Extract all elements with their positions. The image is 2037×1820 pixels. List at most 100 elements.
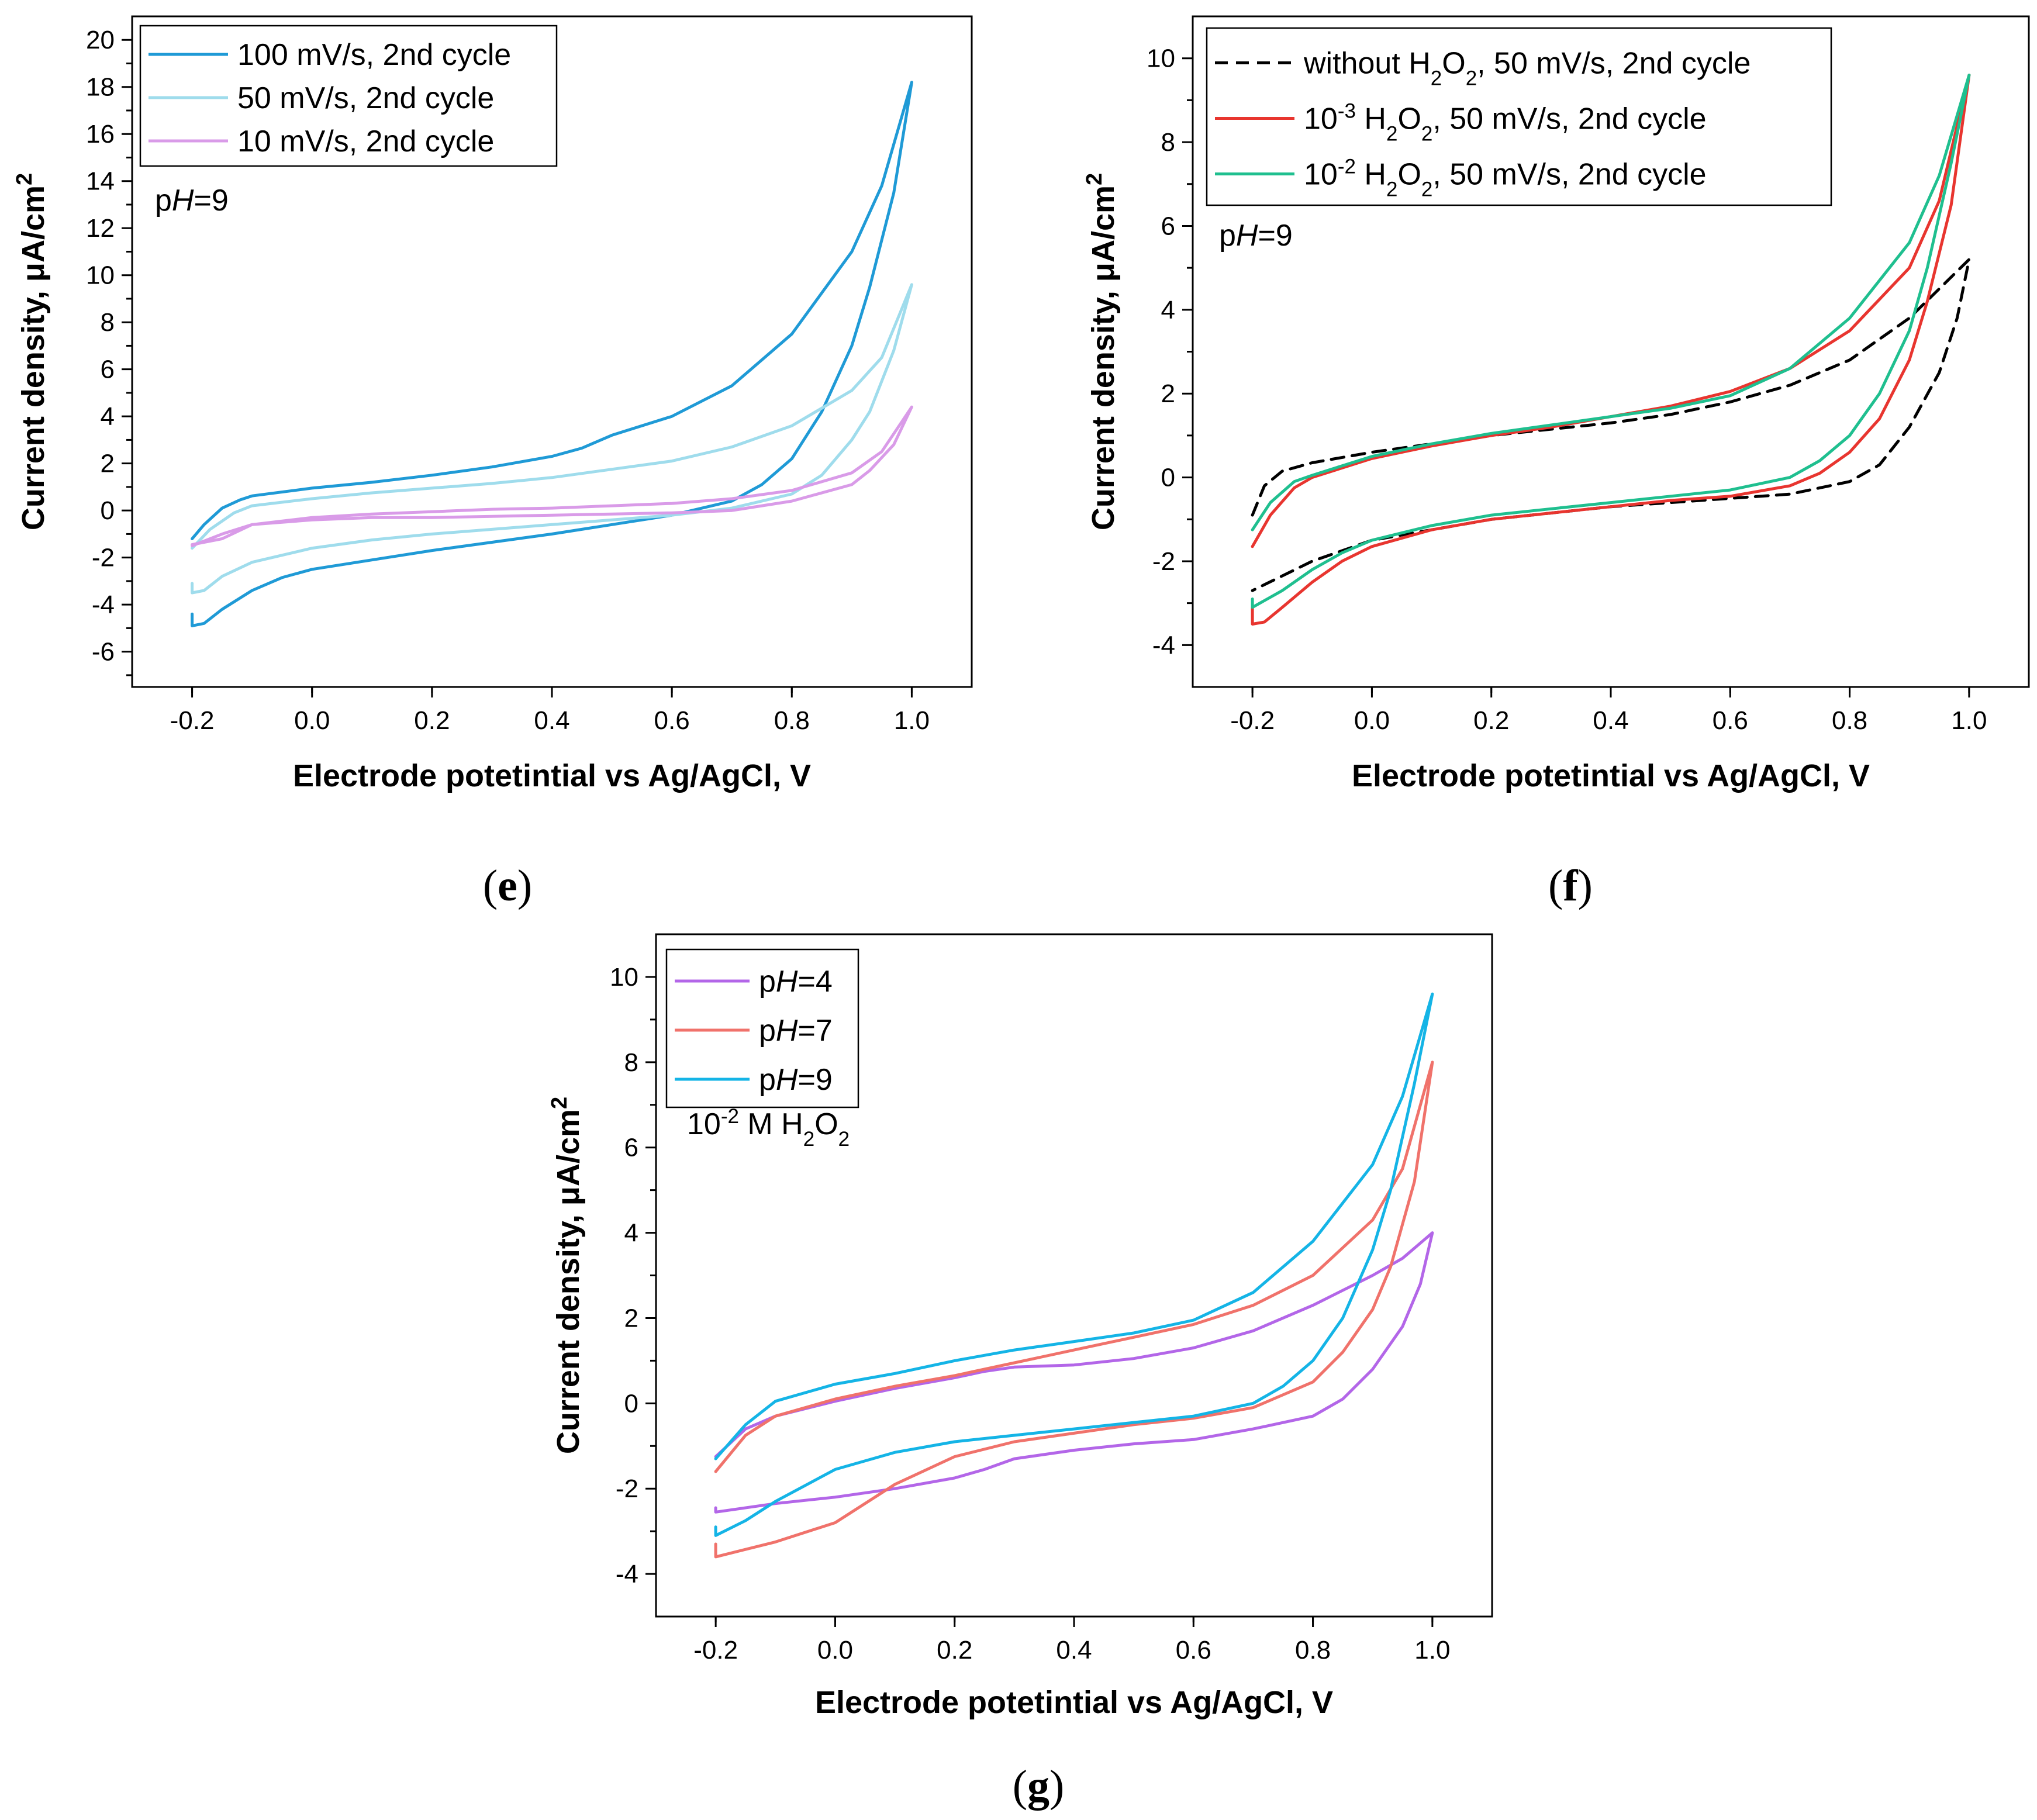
legend-label-part: 2 (1466, 67, 1477, 89)
x-tick-label: 0.8 (774, 706, 810, 735)
x-tick-label: 1.0 (1414, 1636, 1450, 1664)
y-tick-label: -4 (1152, 631, 1175, 659)
legend-label-part: -2 (1338, 155, 1356, 178)
y-tick-label: 16 (86, 120, 115, 148)
series-line-2 (191, 283, 913, 595)
legend-label-2: pH=7 (759, 1014, 833, 1048)
annotation-part: 2 (803, 1128, 814, 1151)
legend-box (139, 25, 558, 167)
legend-label-part: 10 (1304, 102, 1338, 136)
y-tick-label: 8 (624, 1048, 638, 1077)
panel-caption-letter: f (1563, 861, 1579, 910)
legend-label-part: 10 (1304, 158, 1338, 192)
plot-annotation: pH=9 (1219, 219, 1293, 253)
x-tick-label: 0.0 (1354, 706, 1390, 735)
annotation-value: =9 (194, 184, 228, 217)
y-axis-label: Current density, μA/cm2 (547, 1097, 586, 1454)
y-tick-label: 0 (101, 496, 115, 525)
y-axis-label-exponent: 2 (1082, 173, 1107, 185)
y-tick-label: 8 (101, 308, 115, 337)
series-line-2 (1251, 73, 1971, 626)
y-axis-label-main: Current density, μA/cm (1086, 185, 1121, 530)
legend-label-part: -3 (1338, 99, 1356, 122)
panel-caption: (g) (1013, 1762, 1065, 1811)
y-tick-label: 20 (86, 26, 115, 54)
y-tick-label: 0 (624, 1389, 638, 1418)
x-tick-label: 0.2 (414, 706, 450, 735)
y-tick-label: 4 (101, 402, 115, 431)
series-line-1 (191, 81, 913, 627)
y-tick-label: -2 (616, 1474, 638, 1503)
y-tick-label: 4 (1161, 296, 1175, 324)
annotation-part: -2 (721, 1105, 739, 1128)
y-tick-label: 6 (101, 355, 115, 384)
x-tick-label: -0.2 (693, 1636, 738, 1664)
y-axis-label-main: Current density, μA/cm (551, 1109, 586, 1454)
annotation-p: p (155, 184, 172, 217)
x-tick-label: 0.2 (1473, 706, 1509, 735)
y-tick-label: 10 (610, 963, 638, 992)
legend-label-part: , 50 mV/s, 2nd cycle (1432, 102, 1706, 136)
series-line-3 (191, 405, 913, 547)
annotation-p: p (1219, 219, 1236, 253)
panel-caption-letter: g (1027, 1762, 1049, 1811)
legend-label-H: H (776, 965, 798, 999)
legend-label-part: , 50 mV/s, 2nd cycle (1432, 158, 1706, 192)
panel-caption-paren: ) (1049, 1762, 1064, 1811)
x-tick-label: 0.2 (937, 1636, 972, 1664)
panel-caption: (e) (483, 861, 532, 910)
legend-label-part: without H (1303, 47, 1431, 81)
legend-label-1: 100 mV/s, 2nd cycle (237, 38, 511, 72)
legend-label-value: =7 (797, 1014, 832, 1048)
legend-label-part: 2 (1431, 67, 1442, 89)
legend-label-2: 10-3 H2O2, 50 mV/s, 2nd cycle (1304, 99, 1707, 145)
y-tick-label: -2 (1152, 547, 1175, 576)
legend-label-value: =4 (797, 965, 832, 999)
legend-box (1206, 27, 1832, 206)
x-tick-label: 1.0 (894, 706, 930, 735)
y-tick-label: -6 (92, 638, 115, 666)
legend-label-part: H (1356, 158, 1386, 192)
x-tick-label: 0.4 (1056, 1636, 1092, 1664)
x-tick-label: 0.8 (1295, 1636, 1331, 1664)
y-tick-label: 6 (624, 1134, 638, 1162)
y-tick-label: 10 (86, 261, 115, 290)
x-tick-label: 0.4 (534, 706, 569, 735)
legend-label-part: , 50 mV/s, 2nd cycle (1477, 47, 1751, 81)
series-line-2 (714, 1061, 1434, 1559)
legend-label-part: 2 (1421, 178, 1432, 201)
legend-label-H: H (776, 1014, 798, 1048)
annotation-part: 10 (687, 1107, 721, 1141)
legend-label-part: O (1442, 47, 1465, 81)
panel-caption-paren: ( (1548, 861, 1563, 910)
annotation-H: H (172, 184, 194, 217)
panel-caption-paren: ( (1013, 1762, 1027, 1811)
series-line-3 (714, 992, 1434, 1537)
annotation-H: H (1236, 219, 1258, 253)
y-tick-label: 18 (86, 73, 115, 102)
panel-caption-letter: e (498, 861, 517, 910)
panel-g: -0.2 0.0 0.2 0.4 0.6 0.8 1.0 -4 -2 0 2 4 6 8 10 Electro… (547, 933, 1493, 1811)
legend-label-part: H (1356, 102, 1386, 136)
y-axis-label-exponent: 2 (547, 1097, 572, 1109)
y-tick-label: 0 (1161, 464, 1175, 492)
plot-annotation: 10-2 M H2O2 (687, 1105, 850, 1151)
y-tick-label: 6 (1161, 212, 1175, 240)
annotation-part: 2 (838, 1128, 850, 1151)
legend-label-3: 10 mV/s, 2nd cycle (237, 125, 494, 158)
legend-label-part: 2 (1386, 122, 1397, 145)
x-tick-label: 0.4 (1593, 706, 1628, 735)
x-tick-label: 0.8 (1832, 706, 1867, 735)
y-axis-label: Current density, μA/cm2 (12, 173, 51, 530)
legend-box (665, 948, 859, 1108)
y-tick-label: -4 (92, 590, 115, 619)
panel-f: -0.2 0.0 0.2 0.4 0.6 0.8 1.0 -4 -2 0 2 4 6 8 10 Electro… (1082, 15, 2030, 910)
legend-label-1: without H2O2, 50 mV/s, 2nd cycle (1303, 47, 1751, 90)
y-tick-label: 8 (1161, 128, 1175, 157)
legend-label-part: 2 (1386, 178, 1397, 201)
x-tick-label: -0.2 (1230, 706, 1275, 735)
legend-label-value: =9 (797, 1063, 832, 1097)
legend-label-p: p (759, 965, 776, 999)
panel-caption: (f) (1548, 861, 1593, 910)
